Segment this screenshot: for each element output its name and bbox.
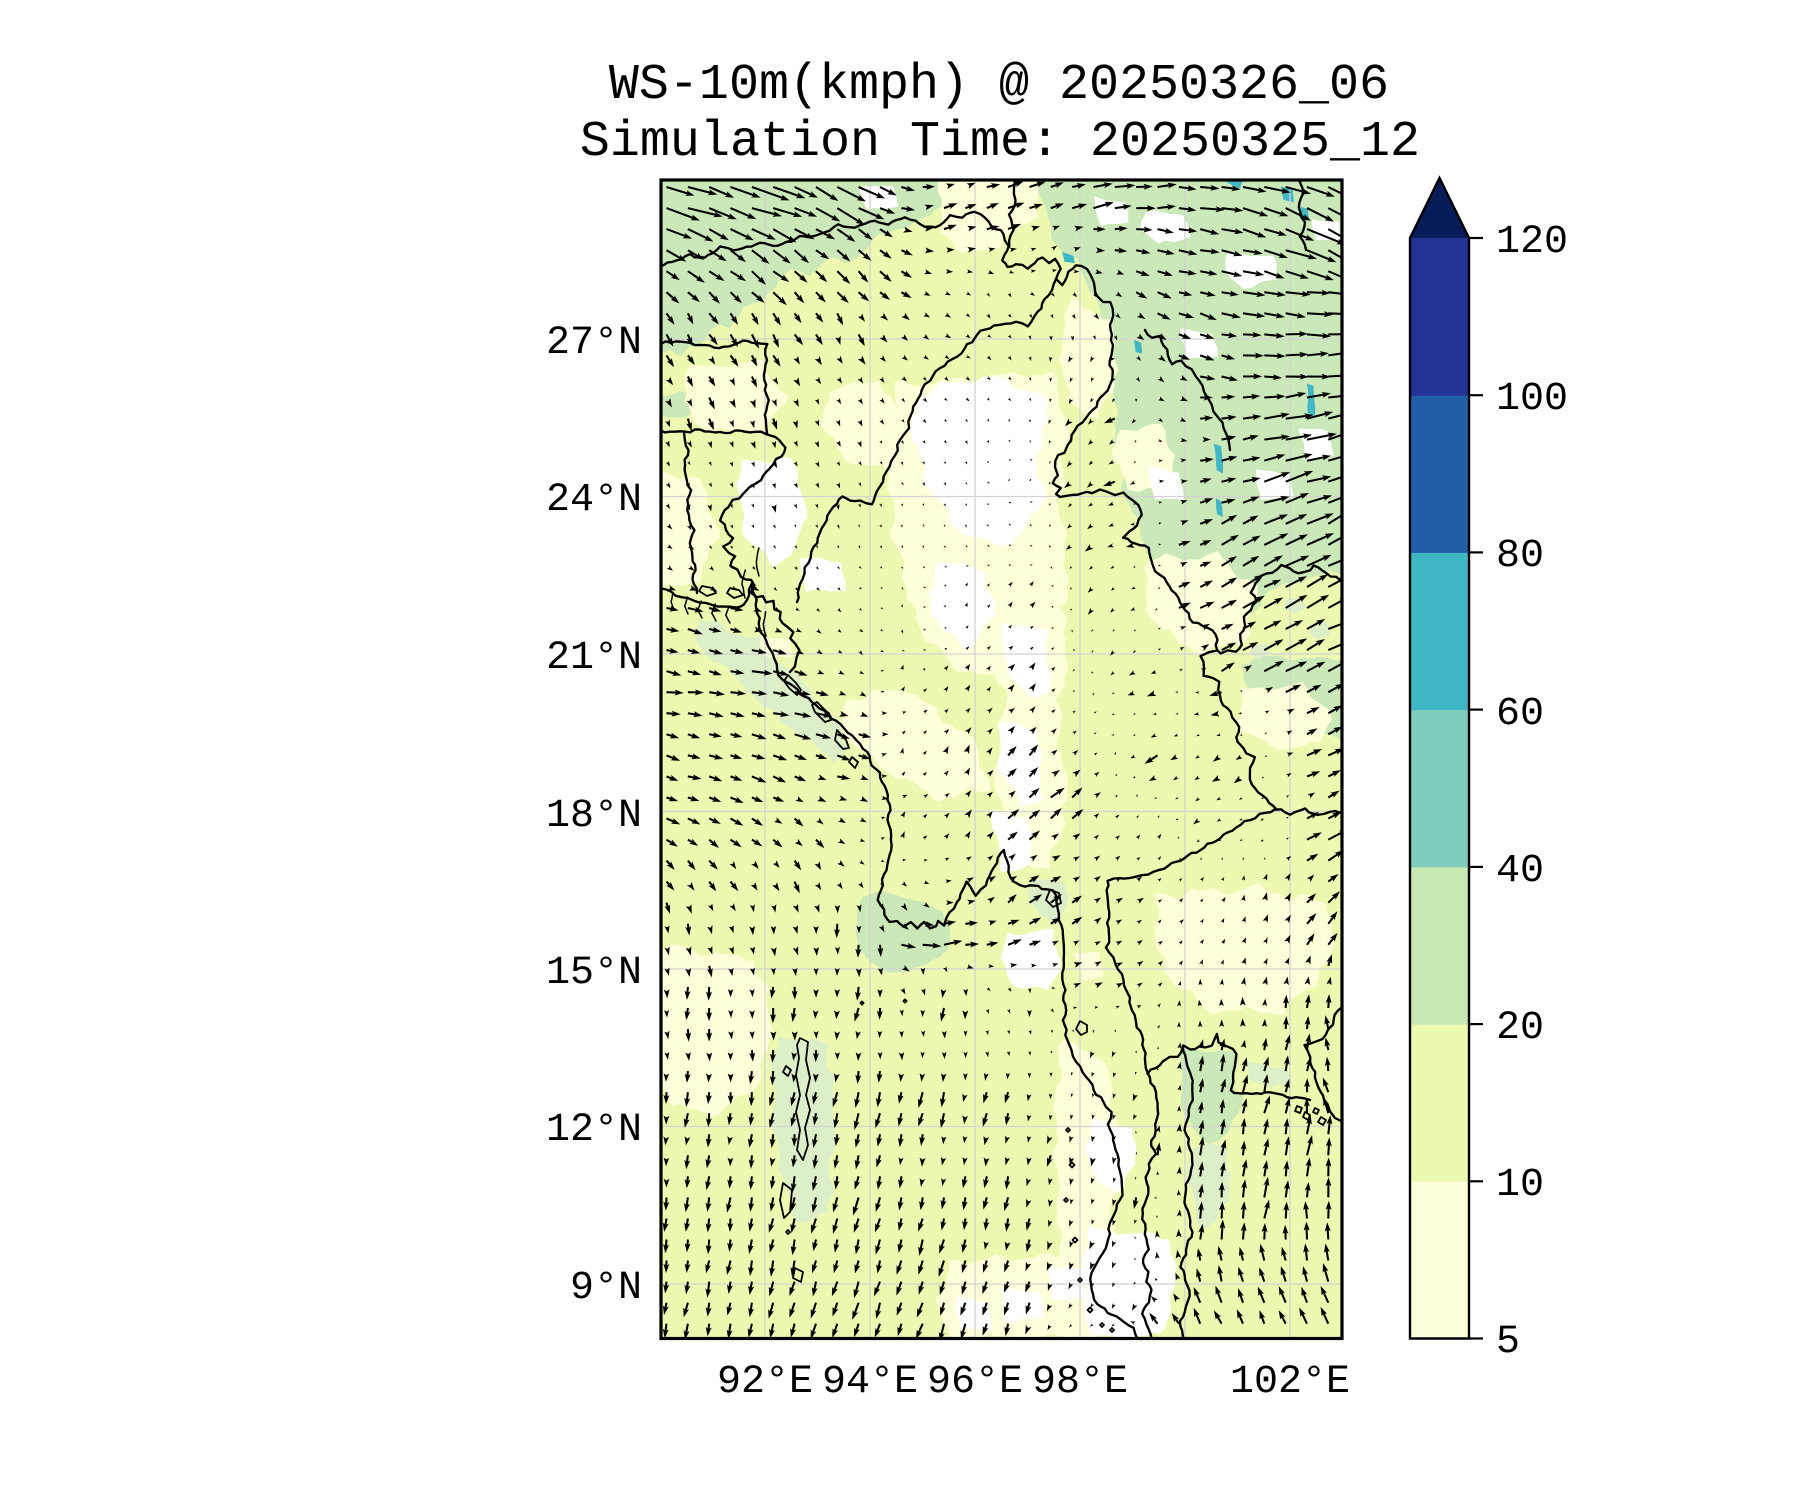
svg-text:92°E: 92°E: [717, 1360, 813, 1405]
svg-text:5: 5: [1496, 1320, 1520, 1365]
svg-text:20: 20: [1496, 1006, 1544, 1051]
svg-text:27°N: 27°N: [546, 321, 642, 366]
svg-text:12°N: 12°N: [546, 1108, 642, 1153]
svg-text:15°N: 15°N: [546, 951, 642, 996]
svg-text:24°N: 24°N: [546, 478, 642, 523]
svg-text:21°N: 21°N: [546, 636, 642, 681]
svg-text:96°E: 96°E: [927, 1360, 1023, 1405]
svg-text:Simulation Time: 20250325_12: Simulation Time: 20250325_12: [580, 114, 1420, 171]
svg-text:60: 60: [1496, 692, 1544, 737]
svg-text:80: 80: [1496, 534, 1544, 579]
svg-text:120: 120: [1496, 220, 1568, 265]
svg-text:98°E: 98°E: [1032, 1360, 1128, 1405]
svg-text:18°N: 18°N: [546, 794, 642, 839]
svg-text:10: 10: [1496, 1163, 1544, 1208]
svg-text:9°N: 9°N: [570, 1266, 642, 1311]
svg-text:94°E: 94°E: [822, 1360, 918, 1405]
svg-text:40: 40: [1496, 849, 1544, 894]
svg-text:WS-10m(kmph) @ 20250326_06: WS-10m(kmph) @ 20250326_06: [609, 57, 1389, 114]
svg-text:100: 100: [1496, 377, 1568, 422]
svg-text:102°E: 102°E: [1230, 1360, 1350, 1405]
